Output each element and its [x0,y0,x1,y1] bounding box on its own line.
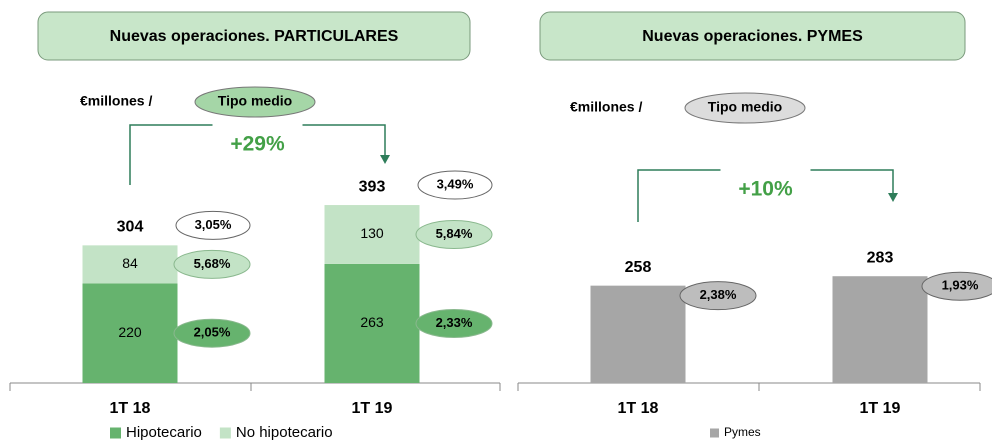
rate-label: 2,05% [194,325,231,340]
value-label: 220 [118,324,142,340]
total-label: 393 [359,178,386,195]
bar [82,283,178,383]
x-tick-label: 1T 18 [618,400,659,417]
growth-arrow-right [810,169,894,194]
total-rate-bubble [417,170,493,200]
x-tick-label: 1T 18 [110,400,151,417]
arrow-head [380,155,390,164]
rate-label: 2,38% [700,287,737,302]
rate-title: Tipo medio [218,93,292,109]
rate-title: Tipo medio [708,99,782,115]
total-rate-label: 3,49% [437,176,474,191]
x-tick-label: 1T 19 [352,400,393,417]
legend-swatch [110,427,121,439]
title-box [539,11,966,61]
rate-title-bubble [194,86,316,118]
growth-arrow-left [637,169,721,222]
bar [82,245,178,284]
value-label: 84 [122,255,138,271]
rate-label: 1,93% [942,278,979,293]
chart-title: Nuevas operaciones. PARTICULARES [110,28,399,45]
legend-swatch [219,427,231,439]
value-label: 283 [867,249,894,266]
legend-label: Pymes [724,425,761,439]
legend-swatch [710,428,719,438]
rate-bubble [415,219,493,249]
total-rate-bubble [175,210,251,240]
rate-bubble [173,249,251,279]
rate-bubble [415,308,493,338]
chart-title: Nuevas operaciones. PYMES [642,28,863,45]
growth-label: +29% [230,133,285,156]
legend-label: No hipotecario [236,424,333,441]
arrow-head [888,193,898,202]
rate-label: 5,84% [436,226,473,241]
bar [832,276,928,383]
total-label: 304 [117,219,144,236]
rate-title-bubble [684,92,806,124]
bar [324,205,420,264]
growth-arrow-left [129,124,213,185]
value-label: 130 [360,225,384,241]
total-rate-label: 3,05% [195,217,232,232]
bar [590,285,686,383]
subtitle: €millones / [80,93,152,109]
value-label: 263 [360,314,384,330]
growth-arrow-right [302,124,386,156]
legend-label: Hipotecario [126,424,202,441]
rate-bubble [173,318,251,348]
title-box [37,11,471,61]
rate-label: 5,68% [194,256,231,271]
rate-label: 2,33% [436,315,473,330]
x-tick-label: 1T 19 [860,400,901,417]
growth-label: +10% [738,178,793,201]
rate-bubble [921,271,992,301]
bar [324,263,420,383]
subtitle: €millones / [570,99,642,115]
rate-bubble [679,281,757,311]
value-label: 258 [625,259,652,276]
